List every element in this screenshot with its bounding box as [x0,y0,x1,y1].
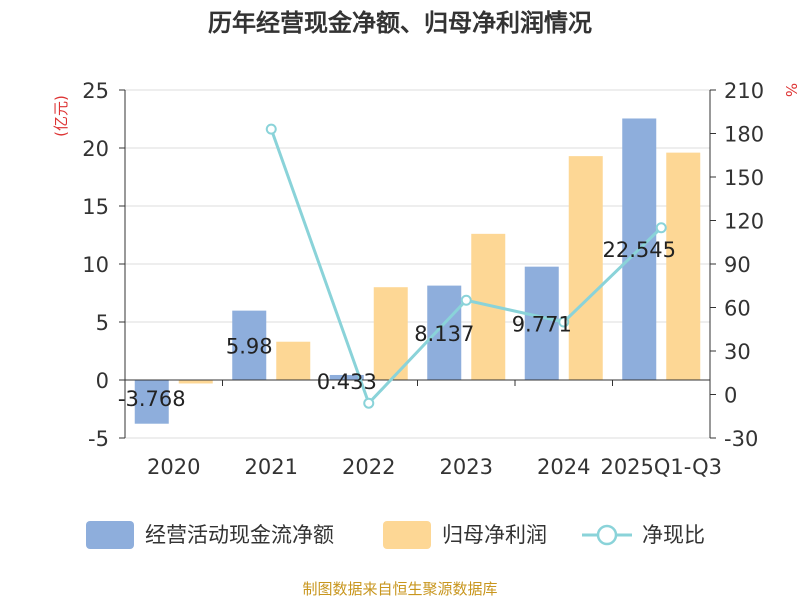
right-axis-unit: % [782,83,800,97]
bar-cashflow [134,380,169,424]
ratio-point [655,222,667,234]
bar-cashflow [427,285,462,380]
data-label-cashflow: 5.98 [226,334,273,358]
data-label-cashflow: 9.771 [512,312,572,336]
data-label-cashflow: 22.545 [603,238,676,262]
legend-swatch-net-profit [383,521,431,549]
ratio-point [460,294,472,306]
left-tick-label: -5 [88,427,109,451]
left-tick-label: 20 [82,137,109,161]
left-axis-unit: (亿元) [52,95,70,137]
right-tick-label: 60 [724,297,751,321]
category-label: 2025Q1-Q3 [600,455,722,479]
bar-net-profit [178,380,213,384]
right-tick-label: 30 [724,340,751,364]
right-tick-label: 180 [724,123,764,147]
right-tick-label: 90 [724,253,751,277]
bar-layer [134,118,701,424]
source-note: 制图数据来自恒生聚源数据库 [302,580,497,598]
bar-net-profit [666,152,701,380]
legend-label-net-profit: 归母净利润 [442,523,547,547]
left-tick-label: 5 [96,311,109,335]
left-tick-label: 25 [82,79,109,103]
right-tick-label: 0 [724,384,737,408]
left-tick-label: 10 [82,253,109,277]
category-label: 2022 [342,455,395,479]
legend-label-ratio: 净现比 [642,523,705,547]
right-tick-label: 210 [724,79,764,103]
bar-net-profit [373,287,408,380]
bar-cashflow [329,374,364,380]
ratio-point [558,316,570,328]
legend-swatch-cashflow [86,521,134,549]
category-label: 2023 [440,455,493,479]
category-label: 2020 [147,455,200,479]
category-label: 2021 [245,455,298,479]
bar-net-profit [276,341,311,380]
data-label-cashflow: 8.137 [414,322,474,346]
category-label: 2024 [537,455,590,479]
right-tick-label: 120 [724,210,764,234]
axes: -5 0 5 10 15 20 25 -30 0 30 60 90 120 150 180 210 2020 20… [82,79,764,479]
ratio-point [363,397,375,409]
right-tick-label: -30 [724,427,758,451]
left-tick-label: 15 [82,195,109,219]
legend: 经营活动现金流净额 归母净利润 净现比 [86,521,705,549]
bar-net-profit [568,156,603,380]
bar-cashflow [232,310,267,380]
bar-cashflow [524,266,559,380]
ratio-line-layer [265,123,667,409]
legend-marker-ratio [596,524,618,546]
data-label-cashflow: 0.433 [317,370,377,394]
chart-title: 历年经营现金净额、归母净利润情况 [208,9,592,37]
data-label-layer: -3.768 5.98 0.433 8.137 9.771 22.545 [118,238,676,411]
data-label-cashflow: -3.768 [118,387,186,411]
right-tick-label: 150 [724,166,764,190]
legend-label-cashflow: 经营活动现金流净额 [145,523,334,547]
ratio-point [265,123,277,135]
left-tick-label: 0 [96,369,109,393]
